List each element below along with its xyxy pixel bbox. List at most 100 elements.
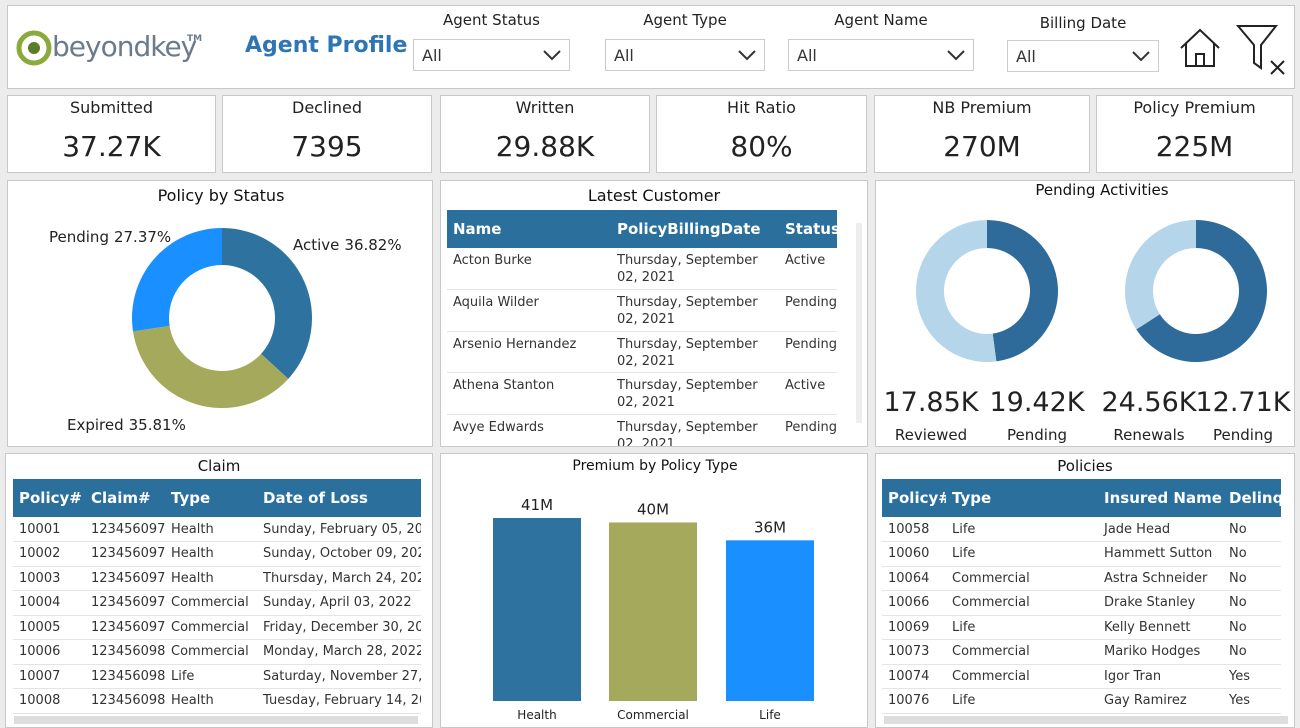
column-header[interactable]: Claim# — [85, 479, 165, 517]
scrollbar[interactable] — [14, 716, 418, 724]
label-value: 36.82% — [344, 236, 401, 254]
table-cell: Thursday, September 02, 2021 — [611, 289, 779, 332]
column-header[interactable]: Type — [946, 479, 1098, 517]
latest-customer-panel: Latest Customer Name PolicyBillingDate Sta… — [440, 180, 868, 447]
column-header[interactable]: PolicyBillingDate — [611, 210, 779, 248]
donut-chart: Policy by Status Active 36.82% Expired 35.81… — [49, 186, 402, 434]
table-cell: 1234560976 — [85, 541, 165, 567]
activity-value: 19.42K — [989, 387, 1085, 418]
table-row: 100021234560976HealthSunday, October 09,… — [13, 541, 421, 567]
table-cell: Life — [946, 688, 1098, 714]
table-cell: Health — [165, 566, 257, 591]
table-cell: 10064 — [882, 566, 946, 591]
data-table: Policy# Type Insured Name Delinq 10058 Life Ja… — [882, 479, 1281, 714]
filter-dropdown[interactable]: All — [605, 39, 765, 71]
table-cell: Commercial — [165, 639, 257, 665]
home-button[interactable] — [1177, 26, 1223, 70]
table-cell: Arsenio Hernandez — [447, 331, 611, 373]
column-header[interactable]: Type — [165, 479, 257, 517]
scrollbar[interactable] — [856, 223, 862, 423]
premium-panel: Premium by Policy Type 41M Health 40M Commer… — [440, 453, 868, 728]
table-row: 10060 Life Hammett Sutton No — [882, 541, 1281, 567]
column-header[interactable]: Date of Loss — [257, 479, 421, 517]
chevron — [738, 50, 756, 61]
clear-filter-button[interactable] — [1236, 23, 1292, 79]
table-cell: Kelly Bennett — [1098, 615, 1223, 640]
filter-dropdown[interactable]: All — [413, 39, 570, 71]
table-cell: 10058 — [882, 517, 946, 542]
column-header[interactable]: Name — [447, 210, 611, 248]
table-cell: 10006 — [13, 639, 85, 665]
kpi-label: Submitted — [69, 98, 154, 117]
table-cell: Hammett Sutton — [1098, 541, 1223, 567]
kpi-card: NB Premium 270M — [874, 95, 1090, 173]
kpi-label: Policy Premium — [1133, 98, 1256, 117]
table-row: 10073 Commercial Mariko Hodges No — [882, 639, 1281, 665]
header-row: Policy# Type Insured Name Delinq — [882, 479, 1281, 517]
x-tick-label: Life — [759, 708, 781, 722]
table-cell: 10076 — [882, 688, 946, 714]
label-value: 27.37% — [114, 228, 171, 246]
table-cell: Sunday, April 03, 2022 — [257, 590, 421, 616]
filter-dropdown[interactable]: All — [788, 39, 974, 71]
label-category: Expired — [67, 416, 124, 434]
column-header[interactable]: Status — [779, 210, 837, 248]
donut-segment — [987, 220, 1058, 362]
table-row: 100041234560978CommercialSunday, April 0… — [13, 590, 421, 616]
table-row: Avye Edwards Thursday, September 02, 2021… — [447, 414, 837, 446]
table-cell: Life — [946, 517, 1098, 542]
kpi-card: Written 29.88K — [440, 95, 650, 173]
table-row: 10069 Life Kelly Bennett No — [882, 615, 1281, 640]
x-tick-label: Commercial — [617, 708, 689, 722]
activity-label: Pending — [1213, 426, 1273, 444]
table-cell: 10004 — [13, 590, 85, 616]
table-cell: 1234560977 — [85, 566, 165, 591]
table-cell: No — [1223, 639, 1281, 665]
header-row: Policy# Claim# Type Date of Loss — [13, 479, 421, 517]
table-cell: No — [1223, 566, 1281, 591]
data-label: 41M — [521, 496, 553, 514]
table-cell: Gay Ramirez — [1098, 688, 1223, 714]
activity-label: Pending — [1007, 426, 1067, 444]
table-cell: 1234560975 — [85, 517, 165, 542]
pending-activities-panel: Pending Activities 17.85K Reviewed 19.42K Pe… — [875, 180, 1295, 447]
column-header[interactable]: Policy# — [882, 479, 946, 517]
table-cell: Active — [779, 248, 837, 290]
kpi-label: Hit Ratio — [727, 98, 796, 117]
table-head: Name PolicyBillingDate Status — [447, 210, 837, 248]
bar — [609, 522, 697, 701]
column-header[interactable]: Delinq — [1223, 479, 1281, 517]
column-header[interactable]: Policy# — [13, 479, 85, 517]
chevron — [947, 50, 965, 61]
table-cell: Jade Head — [1098, 517, 1223, 542]
table-cell: Sunday, February 05, 2023 — [257, 517, 421, 542]
panel-title: Claim — [197, 457, 241, 475]
table-row: Arsenio Hernandez Thursday, September 02,… — [447, 331, 837, 373]
label-category: Pending — [49, 228, 109, 246]
table-cell: Avye Edwards — [447, 414, 611, 446]
table-cell: Health — [165, 688, 257, 714]
donut-segment — [222, 228, 312, 379]
table-cell: 10069 — [882, 615, 946, 640]
filter-value: All — [1016, 47, 1036, 66]
filter-dropdown[interactable]: All — [1007, 40, 1159, 72]
header-row: Name PolicyBillingDate Status — [447, 210, 837, 248]
table-cell: No — [1223, 541, 1281, 567]
x-tick-label: Health — [517, 708, 556, 722]
table-cell: Thursday, September 02, 2021 — [611, 372, 779, 415]
table-cell: Acton Burke — [447, 248, 611, 290]
column-header[interactable]: Insured Name — [1098, 479, 1223, 517]
table-body: Acton Burke Thursday, September 02, 2021 A… — [447, 248, 837, 446]
data-table: Policy# Claim# Type Date of Loss 10001 123456… — [13, 479, 421, 714]
kpi-value: 7395 — [291, 130, 363, 163]
table-row: 100071234560981LifeSaturday, November 27… — [13, 664, 421, 689]
table-cell: 10007 — [13, 664, 85, 689]
table-row: 10074 Commercial Igor Tran Yes — [882, 664, 1281, 689]
bar — [493, 518, 581, 701]
scrollbar[interactable] — [884, 716, 1288, 724]
filter-label: Agent Type — [643, 11, 727, 29]
table-row: 10064 Commercial Astra Schneider No — [882, 566, 1281, 591]
data-label: Pending 27.37% — [49, 228, 171, 246]
claim-panel: Claim Policy# Claim# Type Date of Loss 10001… — [5, 453, 433, 728]
